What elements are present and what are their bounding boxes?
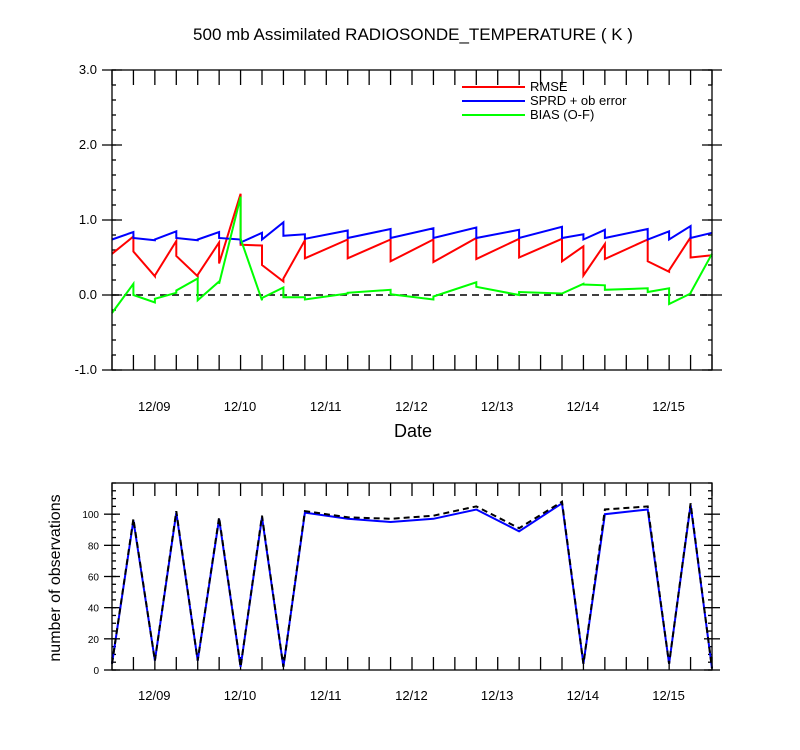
top-y-tick-labels: -1.0 0.0 1.0 2.0 3.0 <box>75 62 97 377</box>
x-tick-label: 12/13 <box>481 688 514 703</box>
bottom-y-tick-labels: 0 20 40 60 80 100 <box>82 510 99 677</box>
legend-label-rmse: RMSE <box>530 79 568 94</box>
x-tick-label: 12/15 <box>652 688 685 703</box>
bottom-plot-frame <box>111 482 713 671</box>
top-plot-frame <box>111 69 713 371</box>
y-tick-label: 2.0 <box>79 137 97 152</box>
top-x-tick-labels: 12/09 12/10 12/11 12/12 12/13 12/14 12/15 <box>138 399 685 414</box>
y-tick-label: 0 <box>93 666 99 677</box>
series-line-total <box>111 500 713 669</box>
y-tick-label: 1.0 <box>79 212 97 227</box>
top-series <box>111 193 713 314</box>
bottom-series <box>111 500 713 669</box>
series-line-bias-o-f <box>111 196 713 314</box>
x-tick-label: 12/13 <box>481 399 514 414</box>
x-tick-label: 12/11 <box>310 399 342 414</box>
bottom-minor-ticks <box>111 482 713 671</box>
legend-label-bias-o-f: BIAS (O-F) <box>530 107 594 122</box>
y-axis-label: number of observations <box>47 494 64 661</box>
x-tick-label: 12/12 <box>395 399 428 414</box>
x-tick-label: 12/15 <box>652 399 685 414</box>
y-tick-label: 60 <box>88 573 100 584</box>
series-line-used <box>111 501 713 669</box>
x-axis-label: Date <box>394 421 432 441</box>
y-tick-label: 3.0 <box>79 62 97 77</box>
x-tick-label: 12/14 <box>567 399 600 414</box>
x-tick-label: 12/10 <box>224 399 257 414</box>
bottom-x-tick-labels: 12/09 12/10 12/11 12/12 12/13 12/14 12/15 <box>138 688 685 703</box>
y-tick-label: 0.0 <box>79 287 97 302</box>
y-tick-label: -1.0 <box>75 362 97 377</box>
x-tick-label: 12/09 <box>138 399 171 414</box>
top-major-ticks <box>102 69 722 371</box>
x-tick-label: 12/10 <box>224 688 257 703</box>
series-line-sprd-ob-error <box>111 220 713 245</box>
y-tick-label: 80 <box>88 541 100 552</box>
chart-title: 500 mb Assimilated RADIOSONDE_TEMPERATUR… <box>193 25 633 44</box>
x-tick-label: 12/14 <box>567 688 600 703</box>
x-tick-label: 12/12 <box>395 688 428 703</box>
top-chart: -1.00.01.02.03.0 12/09 12/10 12/11 12/12 12/… <box>75 62 722 441</box>
series-line-rmse <box>111 193 713 284</box>
y-tick-label: 100 <box>82 510 99 521</box>
y-tick-label: 40 <box>88 604 100 615</box>
legend-label-sprd-ob-error: SPRD + ob error <box>530 93 627 108</box>
x-tick-label: 12/11 <box>310 688 342 703</box>
x-tick-label: 12/09 <box>138 688 171 703</box>
top-minor-ticks <box>111 69 713 371</box>
y-tick-label: 20 <box>88 635 100 646</box>
